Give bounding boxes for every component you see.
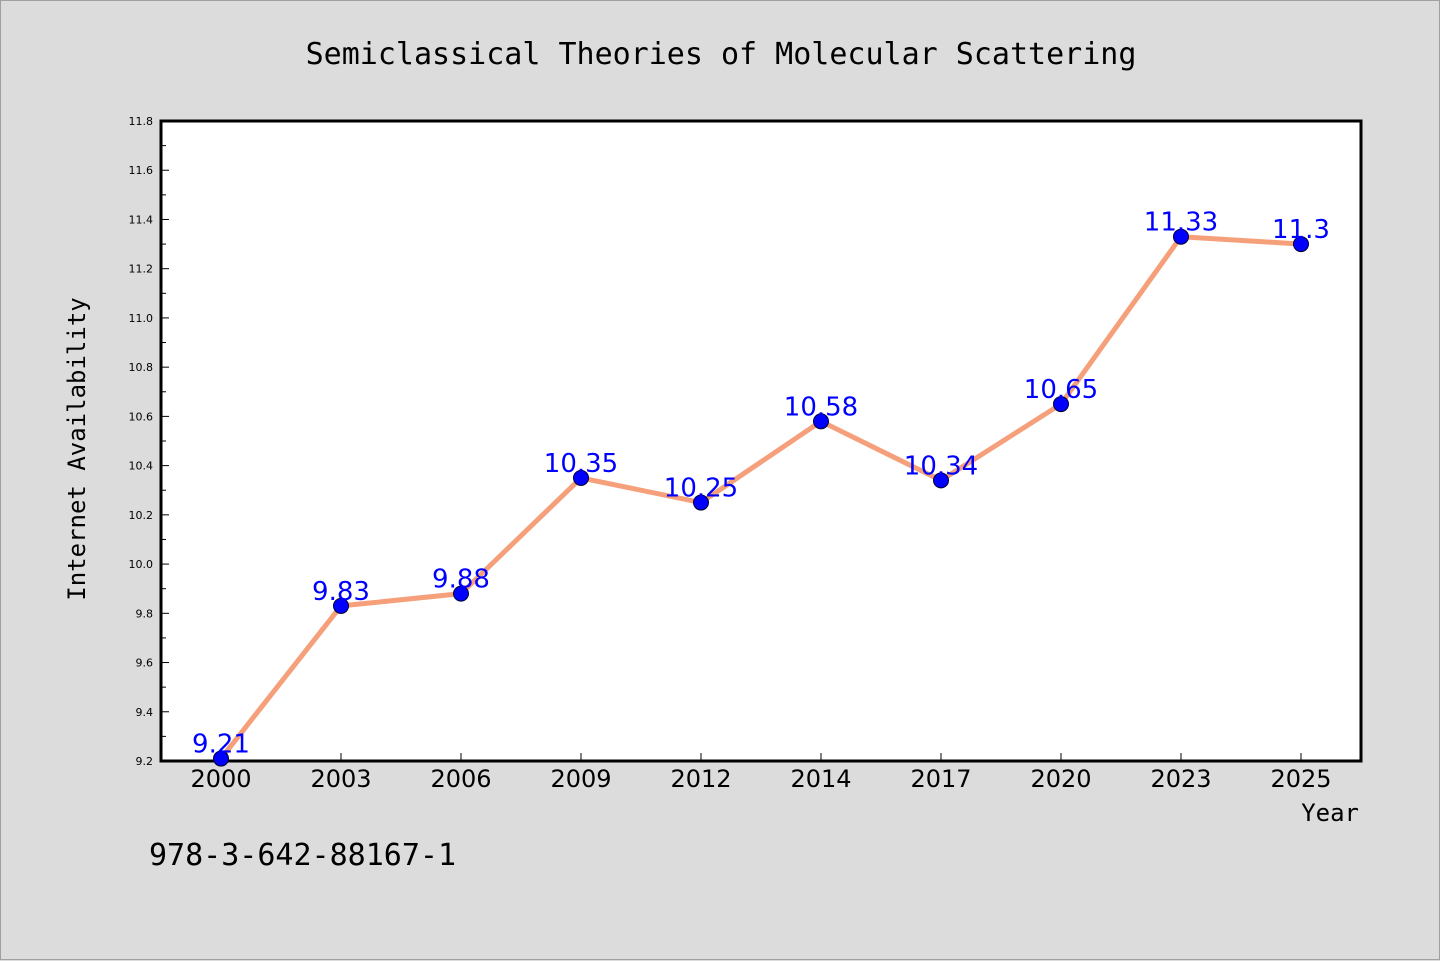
x-tick-label: 2000: [190, 765, 251, 793]
data-point: [573, 469, 589, 486]
data-label: 11.33: [1144, 208, 1218, 238]
y-axis: 9.2 9.4 9.6 9.8 10.0 10.2 10.4 10.6 10.8 11.0 11.2…: [129, 115, 169, 768]
x-tick-label: 2009: [550, 765, 611, 793]
data-point: [933, 472, 949, 489]
data-point: [1293, 236, 1309, 253]
y-tick-label: 10.4: [129, 460, 154, 473]
x-tick-label: 2017: [910, 765, 971, 793]
y-tick-label: 10.6: [129, 410, 154, 423]
y-tick-label: 11.8: [129, 115, 154, 128]
data-label: 9.88: [432, 565, 490, 595]
data-point: [1053, 396, 1069, 413]
x-tick-label: 2020: [1030, 765, 1091, 793]
isbn-text: 978-3-642-88167-1: [149, 838, 456, 873]
x-axis: 2000 2003 2006 2009 2012 2014 2017 2020 2023 2025: [190, 753, 1332, 793]
data-point: [693, 494, 709, 511]
y-tick-label: 10.0: [129, 558, 154, 571]
y-tick-label: 10.8: [129, 361, 154, 374]
x-tick-label: 2023: [1150, 765, 1211, 793]
x-axis-label: Year: [1301, 799, 1359, 827]
x-tick-label: 2003: [310, 765, 371, 793]
y-tick-label: 11.0: [129, 312, 154, 325]
data-label: 9.83: [312, 577, 370, 607]
data-label: 10.25: [664, 474, 738, 504]
y-tick-label: 9.4: [136, 706, 154, 719]
x-tick-label: 2025: [1270, 765, 1331, 793]
data-point: [453, 585, 469, 602]
y-tick-label: 11.4: [129, 213, 154, 226]
y-tick-label: 11.6: [129, 164, 154, 177]
x-tick-label: 2012: [670, 765, 731, 793]
series-layer: 9.21 9.83 9.88 10.35 10.25 10.58 10.34 10.65 11.…: [192, 208, 1330, 767]
data-point: [213, 750, 229, 767]
data-label: 10.65: [1024, 375, 1098, 405]
y-tick-label: 11.2: [129, 263, 154, 276]
series-line: [218, 234, 1304, 762]
plot-area: [159, 119, 1363, 763]
data-label: 10.34: [904, 451, 978, 481]
x-tick-label: 2014: [790, 765, 851, 793]
data-point: [333, 597, 349, 614]
y-tick-label: 9.8: [136, 607, 154, 620]
data-point: [813, 413, 829, 430]
data-label: 9.21: [192, 730, 250, 760]
x-tick-label: 2006: [430, 765, 491, 793]
y-tick-label: 10.2: [129, 509, 154, 522]
chart-title: Semiclassical Theories of Molecular Scat…: [306, 37, 1137, 72]
y-axis-label: Internet Availability: [63, 297, 91, 600]
data-label: 10.58: [784, 392, 858, 422]
y-tick-label: 9.2: [136, 755, 154, 768]
data-point: [1173, 228, 1189, 245]
y-tick-label: 9.6: [136, 657, 154, 670]
data-label: 10.35: [544, 449, 618, 479]
data-label: 11.3: [1272, 215, 1330, 245]
